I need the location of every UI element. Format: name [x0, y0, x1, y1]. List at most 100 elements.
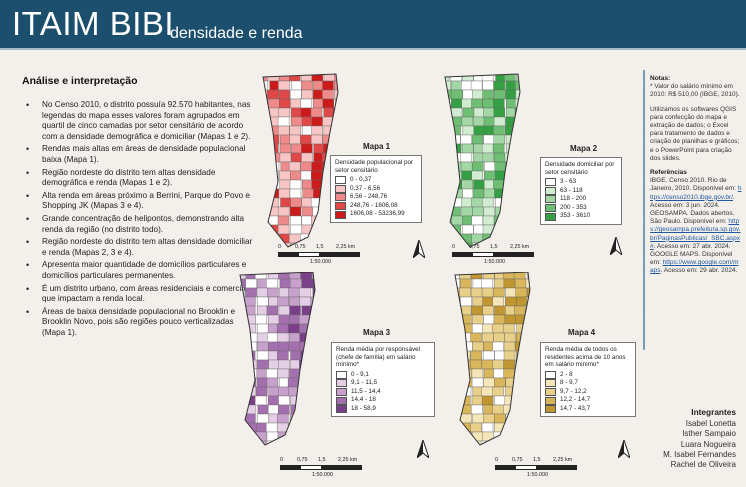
map-3: Mapa 3 Renda média por responsável (chef… — [225, 271, 440, 482]
census-tract — [505, 170, 517, 181]
census-tract — [268, 233, 280, 244]
census-tract — [279, 143, 292, 154]
map-3-district-shape — [235, 271, 334, 459]
census-tract — [483, 368, 496, 379]
census-tract — [547, 333, 558, 342]
census-tract — [504, 233, 516, 244]
census-tract — [514, 440, 527, 445]
census-tract — [268, 341, 280, 352]
census-tract — [268, 395, 280, 406]
census-tract — [539, 117, 550, 126]
scale-tick-3: 2,25 km — [553, 457, 573, 463]
census-tract — [449, 134, 461, 145]
census-tract — [334, 224, 338, 235]
census-tract — [290, 278, 302, 289]
ref-ibge-link[interactable]: https://censo2010.ibge.gov.br/ — [650, 185, 742, 201]
map-3-legend: Renda média por responsável (chefe de fa… — [331, 342, 435, 418]
census-tract — [517, 161, 520, 172]
census-tract — [311, 233, 323, 244]
census-tract — [450, 107, 463, 118]
census-tract — [506, 143, 518, 154]
legend-label: 3 - 63 — [560, 178, 577, 185]
census-tract — [481, 359, 494, 370]
census-tract — [471, 377, 484, 388]
census-tract — [255, 314, 267, 325]
census-tract — [527, 90, 538, 99]
census-tract — [301, 152, 313, 163]
census-tract — [472, 323, 484, 334]
census-tract — [527, 305, 530, 316]
census-tract — [289, 179, 302, 190]
census-tract — [310, 107, 323, 118]
scale-tick-0: 0 — [495, 457, 498, 463]
legend-swatch — [336, 370, 347, 379]
census-tract — [301, 377, 313, 388]
census-tract — [459, 440, 471, 445]
ref-googlemaps-link[interactable]: https://www.google.com/maps — [650, 259, 739, 275]
census-tract — [290, 197, 302, 208]
map-1-legend-rows: 0 - 0,37 0,37 - 6,56 6,56 - 248,76 248,76 -… — [335, 176, 417, 219]
notes-references: Referências IBGE. Censo 2010. Rio de Jan… — [650, 169, 742, 276]
census-tract — [445, 170, 451, 181]
census-tract — [527, 413, 530, 424]
census-tract — [445, 242, 451, 247]
census-tract — [357, 99, 368, 108]
census-tract — [450, 450, 461, 459]
census-tract — [503, 341, 516, 352]
census-tract — [245, 368, 258, 379]
census-tract — [358, 117, 369, 126]
legend-label: 14,4 - 18 — [351, 396, 376, 404]
census-tract — [502, 323, 515, 334]
team-member: Rachel de Oliveira — [670, 460, 736, 470]
census-tract — [301, 422, 314, 433]
census-tract — [514, 431, 526, 442]
district-border — [239, 271, 316, 446]
census-tract — [445, 197, 453, 208]
census-tract — [321, 315, 332, 324]
legend-label: 63 - 118 — [560, 186, 583, 194]
ref-geosampa-link[interactable]: https://geosampa.prefeitura.sp.gov.br/Pa… — [650, 218, 741, 250]
census-tract — [483, 377, 495, 388]
census-tract — [312, 305, 315, 316]
census-tract — [471, 368, 484, 379]
bullet-item: • Região nordeste do distrito tem altas d… — [26, 237, 253, 257]
census-tract — [482, 152, 495, 163]
census-tract — [263, 179, 268, 190]
census-tract — [504, 206, 517, 217]
legend-label: 118 - 200 — [560, 195, 587, 203]
census-tract — [525, 359, 530, 370]
district-border — [454, 271, 531, 446]
legend-swatch — [336, 396, 347, 405]
census-tract — [455, 341, 461, 352]
census-tract — [278, 341, 291, 352]
census-tract — [323, 423, 334, 432]
census-tract — [268, 98, 280, 109]
header-bar: ITAIM BIBI densidade e renda — [0, 0, 746, 48]
north-arrow-icon — [413, 240, 425, 258]
census-tract — [246, 332, 258, 343]
census-tract — [346, 81, 357, 90]
census-tract — [526, 216, 537, 225]
census-tract — [322, 89, 334, 100]
census-tract — [515, 179, 520, 190]
census-tract — [310, 341, 315, 352]
census-tract — [539, 432, 550, 441]
census-tract — [458, 350, 471, 361]
census-tract — [301, 278, 314, 289]
census-tract — [494, 188, 506, 199]
census-tract — [527, 99, 538, 108]
census-tract — [301, 386, 314, 397]
census-tract — [256, 350, 269, 361]
census-tract — [313, 188, 325, 199]
census-tract — [290, 224, 303, 235]
census-tract — [484, 170, 496, 181]
census-tract — [312, 359, 315, 370]
legend-swatch — [545, 396, 556, 405]
census-tract — [289, 314, 301, 325]
census-tract — [515, 287, 527, 298]
ref-geosampa-text: GEOSAMPA. Dados abertos. São Paulo. Disp… — [650, 210, 735, 226]
census-tract — [299, 323, 311, 334]
census-tract — [514, 278, 527, 289]
census-tract — [235, 450, 246, 459]
census-tract — [289, 332, 301, 343]
